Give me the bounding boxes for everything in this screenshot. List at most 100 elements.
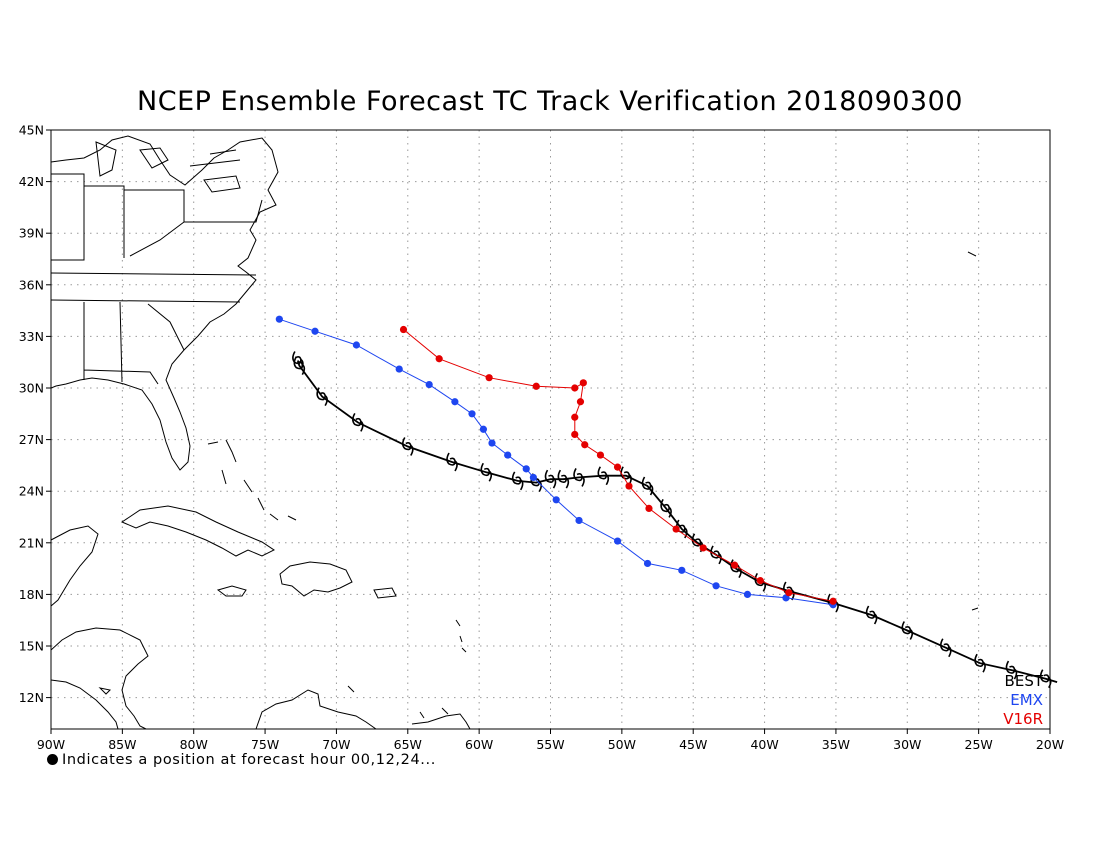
lat-tick-label: 12N — [19, 690, 44, 705]
lon-tick-label: 75W — [251, 737, 279, 752]
lon-tick-label: 65W — [394, 737, 422, 752]
hurricane-symbol-icon — [446, 452, 458, 472]
track-line — [403, 329, 834, 602]
track-point — [743, 590, 752, 599]
lon-tick-label: 20W — [1036, 737, 1064, 752]
track-point — [529, 473, 537, 482]
track-point — [731, 561, 739, 569]
lat-tick-label: 45N — [19, 123, 44, 138]
track-emx — [275, 315, 837, 609]
hurricane-symbol-icon — [974, 653, 986, 673]
track-point — [395, 365, 403, 373]
hurricane-symbol-icon — [573, 468, 585, 487]
cuba — [120, 505, 275, 557]
hurricane-symbol-icon — [901, 621, 914, 640]
track-point — [532, 382, 540, 390]
south-america — [255, 689, 471, 729]
bahamas — [207, 439, 297, 521]
track-point — [613, 537, 622, 545]
lon-tick-label: 60W — [465, 737, 493, 752]
coastlines — [51, 135, 979, 729]
track-point — [522, 465, 530, 473]
track-point — [479, 425, 488, 433]
lat-tick-label: 30N — [19, 381, 44, 396]
lon-tick-label: 85W — [108, 737, 136, 752]
tracks — [275, 315, 1058, 689]
track-point — [579, 379, 587, 387]
hurricane-symbol-icon — [352, 413, 364, 432]
puerto-rico — [373, 587, 397, 599]
yucatan — [98, 687, 112, 695]
track-line — [279, 318, 834, 606]
lat-tick-label: 42N — [19, 174, 44, 189]
hurricane-symbol-icon — [480, 462, 493, 482]
lon-tick-label: 30W — [893, 737, 921, 752]
hurricane-symbol-icon — [544, 469, 557, 489]
hurricane-symbol-icon — [316, 387, 328, 406]
track-point — [581, 441, 589, 449]
hurricane-symbol-icon — [1039, 669, 1052, 689]
track-point — [468, 410, 476, 418]
chart-title: NCEP Ensemble Forecast TC Track Verifica… — [137, 86, 963, 117]
footnote: Indicates a position at forecast hour 00… — [47, 752, 436, 768]
track-point — [699, 544, 707, 552]
track-point — [488, 439, 496, 447]
track-point — [311, 327, 319, 335]
track-point — [571, 430, 579, 439]
lat-tick-label: 24N — [19, 484, 44, 499]
track-point — [571, 413, 579, 421]
hispaniola — [279, 561, 353, 597]
track-line — [297, 360, 1058, 683]
lat-tick-label: 39N — [19, 226, 44, 241]
track-point — [785, 589, 793, 597]
track-point — [645, 504, 653, 512]
track-point — [485, 374, 493, 382]
track-point — [596, 451, 605, 459]
lon-tick-label: 70W — [322, 737, 350, 752]
track-point — [352, 341, 361, 349]
track-point — [643, 559, 652, 568]
track-point — [829, 597, 837, 605]
lon-tick-label: 40W — [750, 737, 778, 752]
lon-tick-label: 45W — [679, 737, 707, 752]
jamaica — [216, 585, 247, 597]
hurricane-symbol-icon — [557, 469, 570, 489]
hurricane-symbol-icon — [511, 471, 524, 491]
central-america — [51, 525, 149, 729]
lon-tick-label: 55W — [536, 737, 564, 752]
state-lines — [51, 149, 263, 385]
lat-tick-label: 15N — [19, 639, 44, 654]
track-point — [552, 496, 560, 504]
track-point — [613, 463, 622, 471]
track-point — [756, 577, 764, 585]
track-point — [451, 398, 459, 406]
legend-entry-v16r: V16R — [1003, 710, 1043, 728]
hurricane-symbol-icon — [940, 638, 952, 658]
lon-tick-label: 35W — [822, 737, 850, 752]
track-point — [672, 525, 680, 533]
lat-tick-label: 27N — [19, 432, 44, 447]
hurricane-symbol-icon — [660, 499, 672, 518]
hurricane-symbol-icon — [865, 605, 878, 625]
track-point — [712, 582, 720, 590]
track-point — [275, 315, 283, 323]
legend-entry-best: BEST — [1005, 672, 1044, 690]
lon-tick-label: 50W — [608, 737, 636, 752]
track-point — [399, 325, 408, 334]
lat-tick-label: 21N — [19, 535, 44, 550]
lon-tick-label: 90W — [37, 737, 65, 752]
hurricane-symbol-icon — [597, 466, 610, 486]
hurricane-symbol-icon — [292, 351, 304, 370]
footnote-text: Indicates a position at forecast hour 00… — [62, 752, 436, 768]
lake-shapes — [95, 141, 241, 193]
track-point — [435, 355, 443, 363]
hurricane-symbol-icon — [401, 437, 414, 456]
lat-tick-label: 36N — [19, 277, 44, 292]
us-east-coast — [51, 135, 279, 471]
legend-entry-emx: EMX — [1010, 691, 1043, 709]
lesser-antilles — [347, 619, 467, 719]
lat-tick-label: 33N — [19, 329, 44, 344]
track-point — [678, 566, 686, 574]
